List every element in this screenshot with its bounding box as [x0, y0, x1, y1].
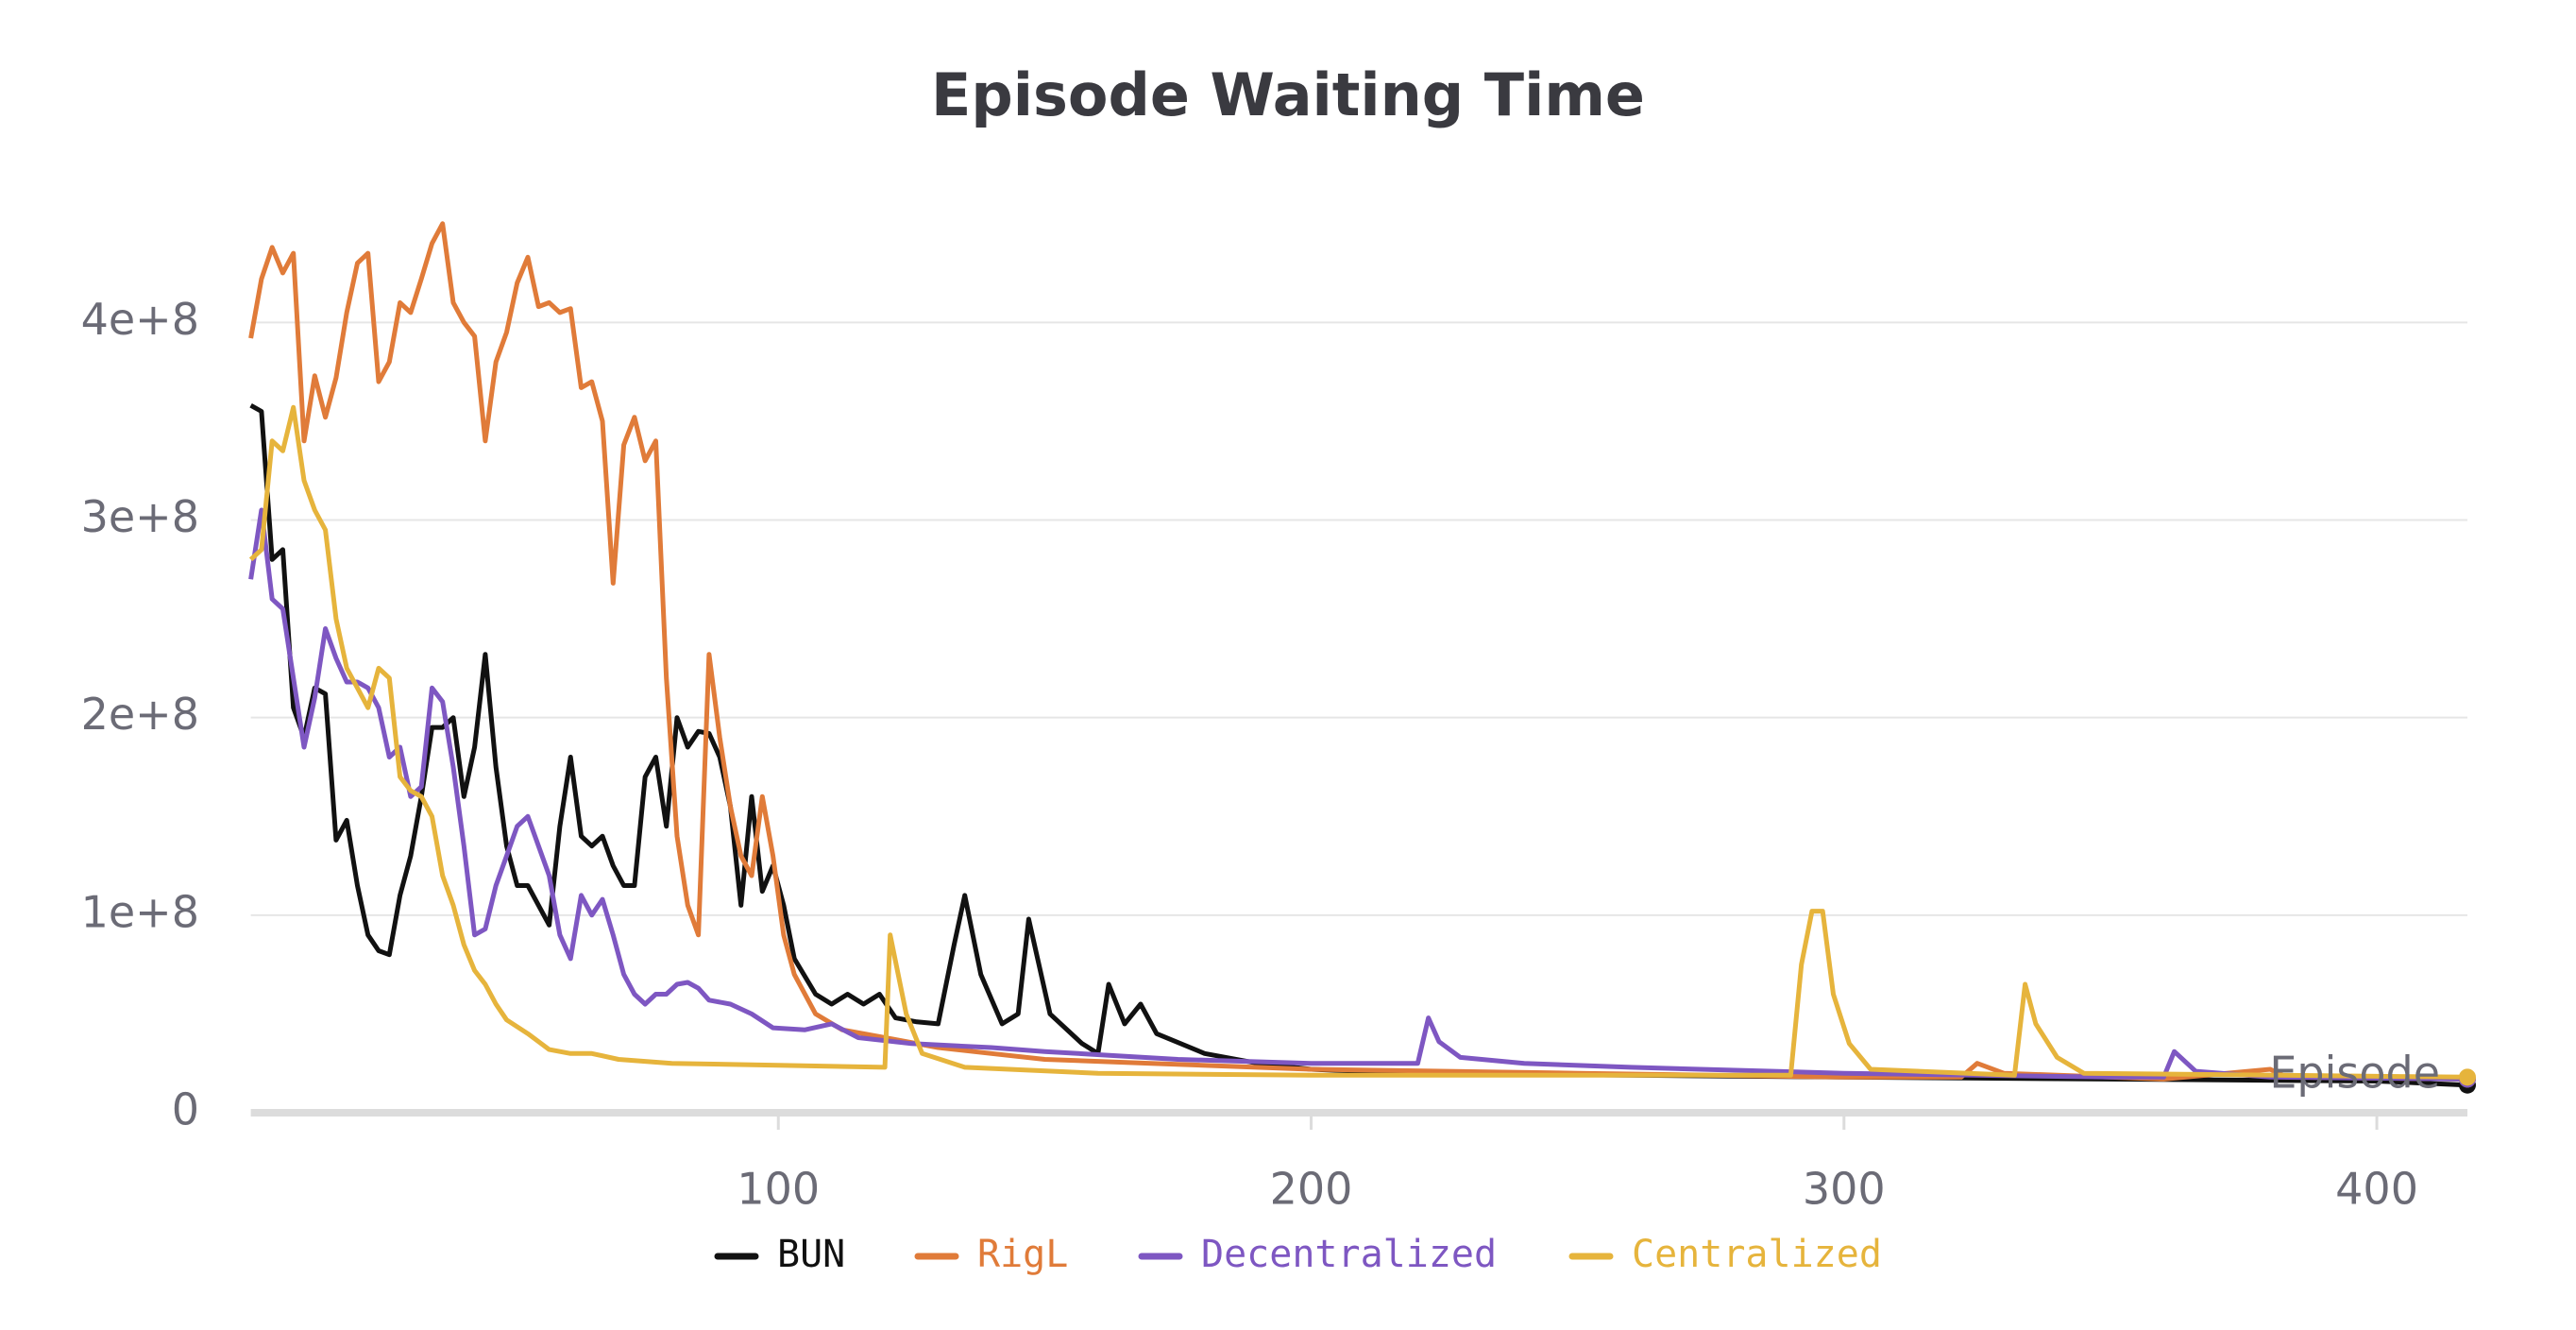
y-tick-label: 0	[172, 1084, 199, 1135]
series-line	[248, 507, 2468, 1082]
chart-title: Episode Waiting Time	[931, 60, 1645, 129]
series-line	[248, 404, 2468, 1080]
x-tick-label: 300	[1803, 1164, 1886, 1215]
y-tick-label: 4e+8	[81, 294, 199, 345]
x-tick-label: 400	[2335, 1164, 2418, 1215]
y-tick-label: 3e+8	[81, 491, 199, 542]
x-axis-label: Episode	[2269, 1048, 2440, 1099]
legend-label: BUN	[777, 1233, 845, 1276]
legend-label: RigL	[977, 1233, 1068, 1276]
series-line	[248, 221, 2468, 1082]
x-tick-label: 100	[737, 1164, 820, 1215]
legend-label: Decentralized	[1201, 1233, 1497, 1276]
legend-label: Centralized	[1632, 1233, 1882, 1276]
series-line	[249, 403, 2468, 1088]
end-point	[2459, 1068, 2476, 1086]
x-tick-label: 200	[1270, 1164, 1353, 1215]
y-tick-label: 2e+8	[81, 689, 199, 740]
y-tick-label: 1e+8	[81, 886, 199, 937]
